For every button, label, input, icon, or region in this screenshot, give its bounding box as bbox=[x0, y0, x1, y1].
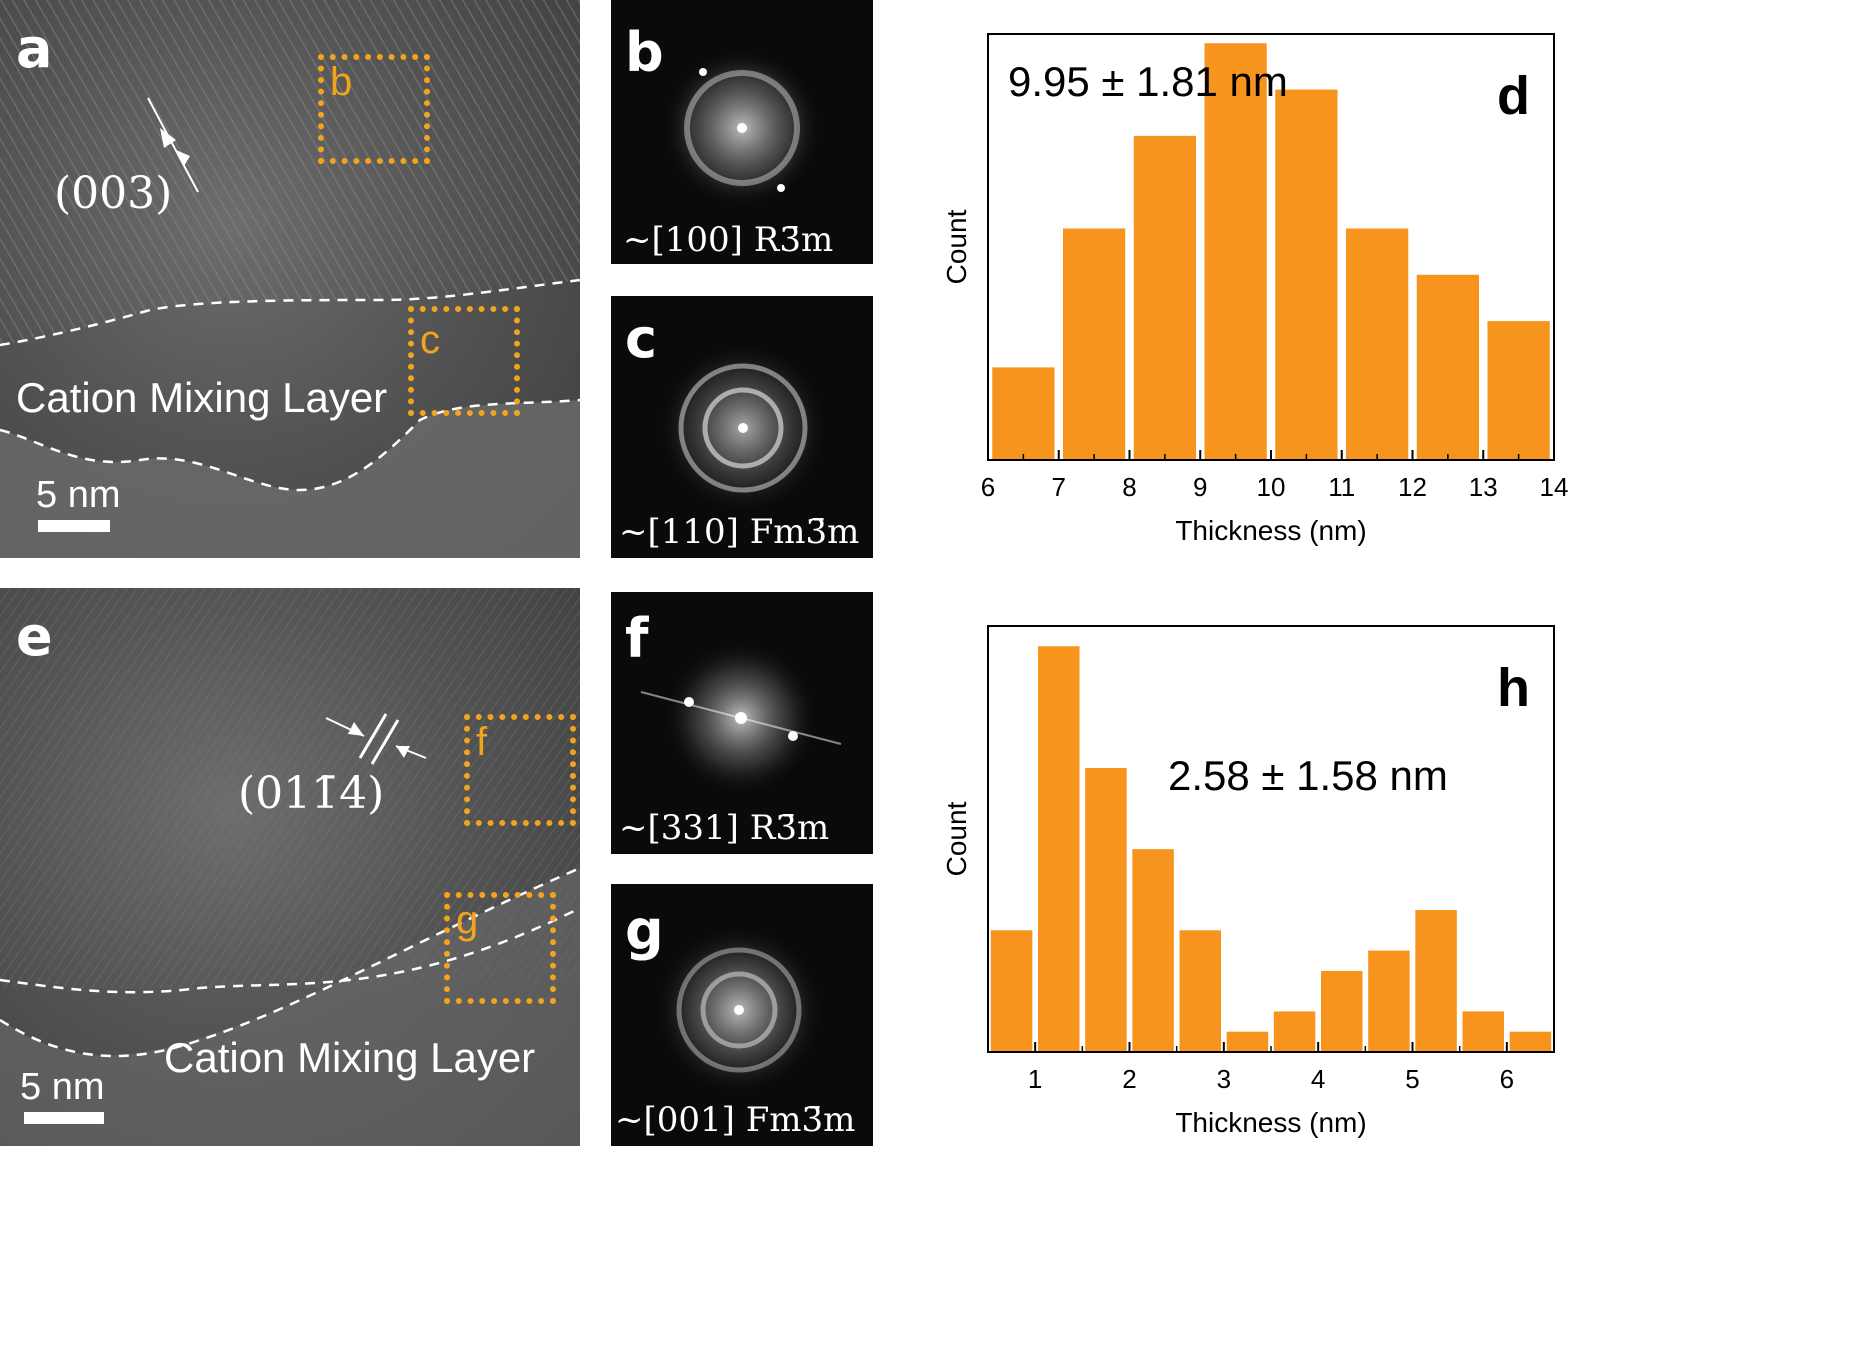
panel-label-c: c bbox=[625, 307, 658, 370]
bar-d-0 bbox=[992, 367, 1055, 460]
panel-label-g: g bbox=[625, 899, 664, 962]
bar-h-5 bbox=[1226, 1031, 1269, 1052]
x-tick-label-h-4: 5 bbox=[1405, 1064, 1419, 1094]
x-tick-label-d-5: 11 bbox=[1328, 472, 1355, 502]
panel-label-h: h bbox=[1497, 658, 1530, 718]
x-tick-label-h-0: 1 bbox=[1028, 1064, 1042, 1094]
panel-label-a: a bbox=[16, 17, 53, 80]
miller-index-a: (003) bbox=[54, 168, 173, 219]
x-tick-label-h-1: 2 bbox=[1122, 1064, 1136, 1094]
fft-pattern-f bbox=[640, 638, 842, 798]
panel-label-f: f bbox=[625, 607, 649, 670]
histogram-d: 6 7 8 9 10 11 12 13 14 Thickness (nm) Count 9.95 ± … bbox=[941, 33, 1569, 546]
x-axis-label-h: Thickness (nm) bbox=[1175, 1107, 1366, 1138]
x-tick-label-d-7: 13 bbox=[1469, 472, 1498, 502]
miller-index-e: (011̄4) bbox=[238, 768, 385, 819]
bar-d-4 bbox=[1275, 89, 1338, 460]
bar-d-7 bbox=[1487, 321, 1550, 460]
roi-box-g bbox=[444, 892, 556, 1004]
x-tick-label-h-5: 6 bbox=[1500, 1064, 1514, 1094]
scale-bar-a bbox=[38, 520, 110, 532]
bar-h-6 bbox=[1273, 1011, 1316, 1052]
bar-d-2 bbox=[1133, 135, 1197, 460]
bar-d-1 bbox=[1062, 228, 1126, 460]
annotation-h: 2.58 ± 1.58 nm bbox=[1168, 752, 1448, 799]
x-tick-label-d-3: 9 bbox=[1193, 472, 1207, 502]
x-tick-label-d-6: 12 bbox=[1398, 472, 1427, 502]
x-tick-label-d-2: 8 bbox=[1122, 472, 1136, 502]
zone-axis-g: ~[001] Fm3̄m bbox=[615, 1100, 856, 1140]
fft-pattern-g bbox=[651, 922, 827, 1098]
fft-image-f: f ~[331] R3̄m bbox=[611, 592, 873, 854]
zone-axis-b: ~[100] R3̄m bbox=[623, 220, 834, 260]
bar-h-8 bbox=[1368, 950, 1410, 1052]
scale-bar-e bbox=[24, 1112, 104, 1124]
lattice-texture-e bbox=[0, 588, 580, 1146]
roi-box-f bbox=[464, 714, 576, 826]
fft-image-c: c ~[110] Fm3̄m bbox=[611, 296, 873, 558]
bar-h-9 bbox=[1415, 910, 1457, 1052]
fft-image-b: b ~[100] R3̄m bbox=[611, 0, 873, 264]
roi-label-b: b bbox=[330, 60, 353, 104]
fft-pattern-c bbox=[655, 340, 831, 516]
bar-d-3 bbox=[1204, 43, 1267, 461]
cation-mixing-layer-label-e: Cation Mixing Layer bbox=[164, 1034, 536, 1081]
bar-h-11 bbox=[1509, 1031, 1552, 1052]
tem-image-e: e f g (011̄4) Cation Mixing Layer 5 nm bbox=[0, 588, 580, 1146]
tem-image-a: a b c (003) Cation Mixing Layer 5 nm bbox=[0, 0, 580, 558]
x-tick-label-d-1: 7 bbox=[1052, 472, 1066, 502]
x-tick-label-d-0: 6 bbox=[981, 472, 995, 502]
x-tick-label-d-4: 10 bbox=[1257, 472, 1286, 502]
x-tick-label-h-3: 4 bbox=[1311, 1064, 1325, 1094]
x-axis-label-d: Thickness (nm) bbox=[1175, 515, 1366, 546]
panel-label-d: d bbox=[1497, 66, 1530, 126]
bar-d-5 bbox=[1345, 228, 1409, 460]
x-tick-label-d-8: 14 bbox=[1540, 472, 1569, 502]
fft-image-g: g ~[001] Fm3̄m bbox=[611, 884, 873, 1146]
roi-label-f: f bbox=[476, 720, 488, 764]
zone-axis-f: ~[331] R3̄m bbox=[619, 808, 830, 848]
bar-h-3 bbox=[1132, 849, 1174, 1052]
roi-label-c: c bbox=[420, 318, 440, 362]
roi-box-c bbox=[408, 306, 520, 416]
y-axis-label-d: Count bbox=[941, 209, 972, 284]
x-tick-label-h-2: 3 bbox=[1217, 1064, 1231, 1094]
roi-label-g: g bbox=[456, 898, 479, 942]
lattice-texture-a bbox=[0, 0, 580, 558]
bar-h-0 bbox=[990, 930, 1033, 1052]
panel-label-e: e bbox=[16, 605, 53, 668]
scale-label-e: 5 nm bbox=[20, 1066, 105, 1108]
annotation-d: 9.95 ± 1.81 nm bbox=[1008, 58, 1288, 105]
y-axis-label-h: Count bbox=[941, 801, 972, 876]
scale-label-a: 5 nm bbox=[36, 474, 121, 516]
bar-h-1 bbox=[1037, 646, 1080, 1052]
fft-pattern-b bbox=[660, 46, 824, 210]
cation-mixing-layer-label-a: Cation Mixing Layer bbox=[16, 374, 388, 421]
bar-h-4 bbox=[1179, 930, 1222, 1052]
histogram-h: 1 2 3 4 5 6 Thickness (nm) Count 2.58 ± 1.58 nm h bbox=[941, 625, 1555, 1138]
zone-axis-c: ~[110] Fm3̄m bbox=[619, 512, 860, 552]
bar-h-7 bbox=[1320, 970, 1363, 1052]
panel-label-b: b bbox=[625, 21, 664, 84]
roi-box-b bbox=[318, 54, 430, 164]
bar-h-2 bbox=[1085, 768, 1127, 1052]
bar-d-6 bbox=[1416, 274, 1480, 460]
bar-h-10 bbox=[1462, 1011, 1505, 1052]
